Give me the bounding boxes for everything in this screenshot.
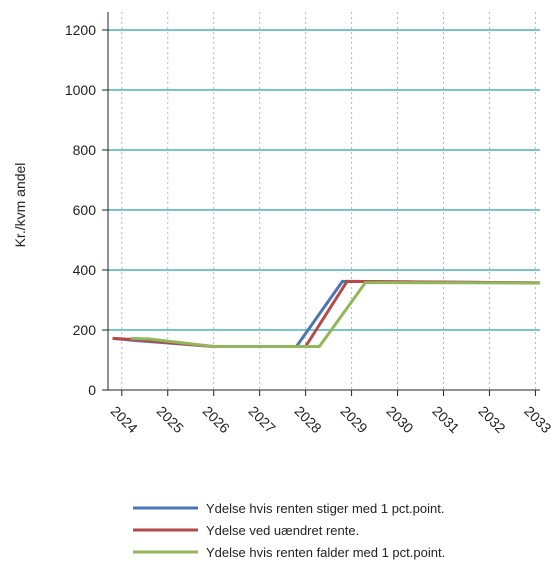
x-tick-label: 2025 xyxy=(154,403,187,436)
legend-label: Ydelse hvis renten falder med 1 pct.poin… xyxy=(206,545,445,560)
y-tick-label: 0 xyxy=(88,382,96,398)
tick-labels: 0 200 400 600 800 1000 1200 2024 2025 2026 2027 202… xyxy=(65,22,555,436)
horizontal-gridlines xyxy=(108,29,540,331)
x-tick-label: 2027 xyxy=(246,403,279,436)
x-tick-label: 2029 xyxy=(337,403,370,436)
series-lines xyxy=(112,279,541,348)
y-tick-label: 200 xyxy=(73,322,97,338)
vertical-gridlines xyxy=(121,12,536,390)
y-tick-label: 1000 xyxy=(65,82,96,98)
series-line xyxy=(130,281,541,348)
legend: Ydelse hvis renten stiger med 1 pct.poin… xyxy=(133,501,445,560)
x-tick-label: 2024 xyxy=(108,403,141,436)
y-tick-label: 1200 xyxy=(65,22,96,38)
legend-label: Ydelse hvis renten stiger med 1 pct.poin… xyxy=(206,501,444,516)
x-tick-label: 2031 xyxy=(429,403,462,436)
y-tick-label: 400 xyxy=(73,262,97,278)
x-tick-label: 2026 xyxy=(200,403,233,436)
y-tick-label: 800 xyxy=(73,142,97,158)
axes xyxy=(102,12,540,396)
x-tick-label: 2028 xyxy=(291,403,324,436)
y-axis-label: Kr./kvm andel xyxy=(12,163,28,248)
x-tick-label: 2032 xyxy=(475,403,508,436)
x-tick-label: 2030 xyxy=(383,403,416,436)
y-tick-label: 600 xyxy=(73,202,97,218)
legend-label: Ydelse ved uændret rente. xyxy=(206,523,359,538)
x-tick-label: 2033 xyxy=(521,403,554,436)
